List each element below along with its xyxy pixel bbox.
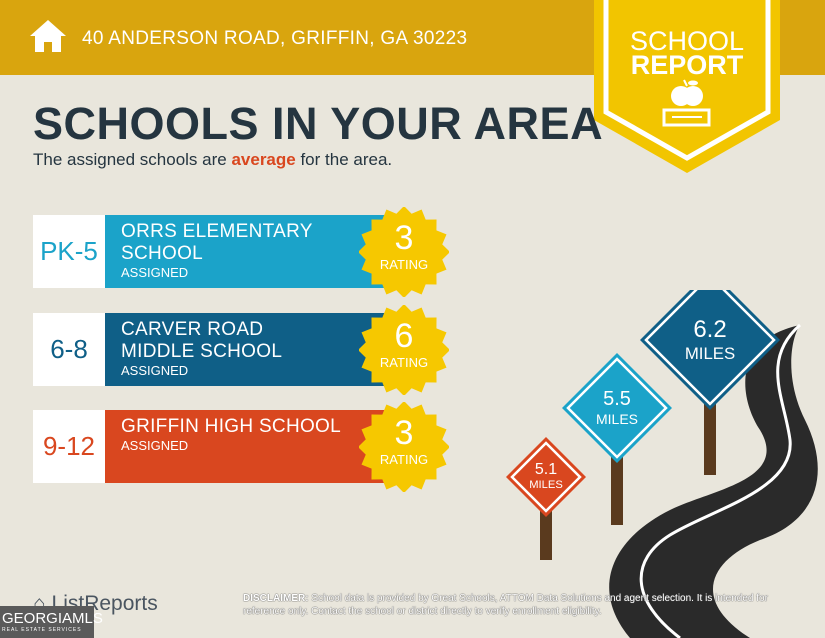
badge-line2: REPORT — [630, 50, 744, 80]
school-name-bar: ORRS ELEMENTARY SCHOOL ASSIGNED — [105, 215, 405, 288]
distance-sign — [562, 353, 672, 463]
distance-sign — [644, 290, 776, 406]
rating-value: 3 — [394, 414, 414, 452]
assignment-status: ASSIGNED — [121, 265, 189, 280]
disclaimer: DISCLAIMER: School data is provided by G… — [243, 593, 768, 617]
road — [609, 323, 818, 638]
distance-label: 6.2 MILES — [684, 316, 736, 363]
school-name: GRIFFIN HIGH SCHOOL — [121, 416, 341, 437]
subtitle-highlight: average — [231, 150, 296, 169]
distance-label: 5.5 MILES — [595, 388, 638, 427]
home-icon — [30, 20, 66, 52]
school-row[interactable]: 6-8 CARVER ROAD MIDDLE SCHOOL ASSIGNED 6… — [33, 304, 453, 396]
georgia-mls-logo: GEORGIAMLS REAL ESTATE SERVICES — [0, 606, 103, 638]
school-name: ORRS ELEMENTARY SCHOOL — [121, 221, 313, 264]
distance-label: 5.1 MILES — [529, 461, 563, 491]
distance-sign — [510, 441, 582, 513]
distance-sign — [566, 357, 668, 459]
rating-label: RATING — [379, 257, 429, 272]
rating-label: RATING — [379, 452, 429, 467]
school-row[interactable]: 9-12 GRIFFIN HIGH SCHOOL ASSIGNED 3 RATI… — [33, 401, 453, 493]
assignment-status: ASSIGNED — [121, 363, 189, 378]
rating-badge: 3 RATING — [358, 401, 450, 497]
rating-badge: 6 RATING — [358, 304, 450, 400]
subtitle: The assigned schools are average for the… — [33, 150, 393, 169]
distance-sign — [506, 437, 586, 517]
grade-range: 9-12 — [33, 410, 105, 483]
school-name-bar: CARVER ROAD MIDDLE SCHOOL ASSIGNED — [105, 313, 405, 386]
assignment-status: ASSIGNED — [121, 438, 189, 453]
rating-value: 3 — [394, 219, 414, 257]
page-title: SCHOOLS IN YOUR AREA — [33, 98, 604, 149]
rating-badge: 3 RATING — [358, 206, 450, 302]
school-name-bar: GRIFFIN HIGH SCHOOL ASSIGNED — [105, 410, 405, 483]
school-row[interactable]: PK-5 ORRS ELEMENTARY SCHOOL ASSIGNED 3 R… — [33, 206, 453, 298]
grade-range: 6-8 — [33, 313, 105, 386]
distance-signs — [506, 290, 780, 560]
property-address: 40 ANDERSON ROAD, GRIFFIN, GA 30223 — [82, 28, 468, 49]
badge-line1: SCHOOL — [629, 26, 745, 56]
rating-label: RATING — [379, 355, 429, 370]
school-name: CARVER ROAD MIDDLE SCHOOL — [121, 319, 283, 362]
school-report-badge — [594, 0, 780, 173]
rating-value: 6 — [394, 317, 414, 355]
grade-range: PK-5 — [33, 215, 105, 288]
apple-books-icon — [662, 79, 711, 127]
distance-sign — [640, 290, 780, 410]
